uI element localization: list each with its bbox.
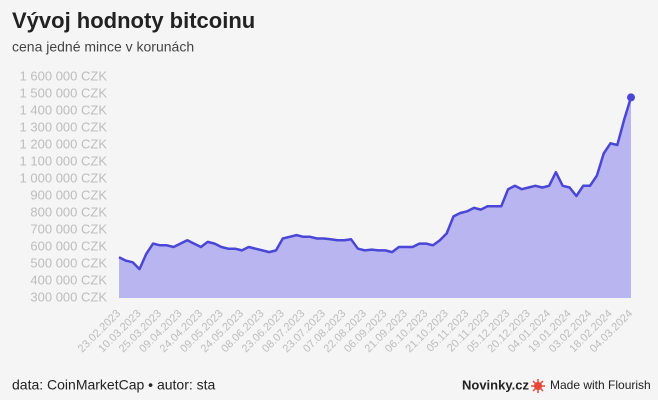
y-tick-label: 1 500 000 CZK [20,85,108,100]
y-tick-label: 400 000 CZK [30,272,107,287]
y-tick-label: 1 400 000 CZK [20,102,108,117]
end-point [627,93,635,102]
y-tick-label: 700 000 CZK [30,221,107,236]
footer: data: CoinMarketCap • autor: sta [12,377,216,393]
flourish-logo [531,379,545,393]
y-tick-label: 1 300 000 CZK [20,119,108,134]
y-tick-label: 800 000 CZK [30,204,107,219]
chart-title: Vývoj hodnoty bitcoinu [12,8,255,33]
y-tick-label: 1 200 000 CZK [20,136,108,151]
y-tick-label: 1 000 000 CZK [20,170,108,185]
area [119,97,631,299]
y-tick-label: 900 000 CZK [30,187,107,202]
chart-subtitle: cena jedné mince v korunách [12,39,194,55]
y-tick-label: 300 000 CZK [30,289,107,304]
credit[interactable]: Made with Flourish [550,378,651,392]
y-tick-label: 600 000 CZK [30,238,107,253]
y-tick-label: 1 600 000 CZK [20,68,108,83]
line [118,97,633,271]
y-tick-label: 500 000 CZK [30,255,107,270]
brand: Novinky.cz [462,377,529,392]
y-tick-label: 1 100 000 CZK [20,153,108,168]
